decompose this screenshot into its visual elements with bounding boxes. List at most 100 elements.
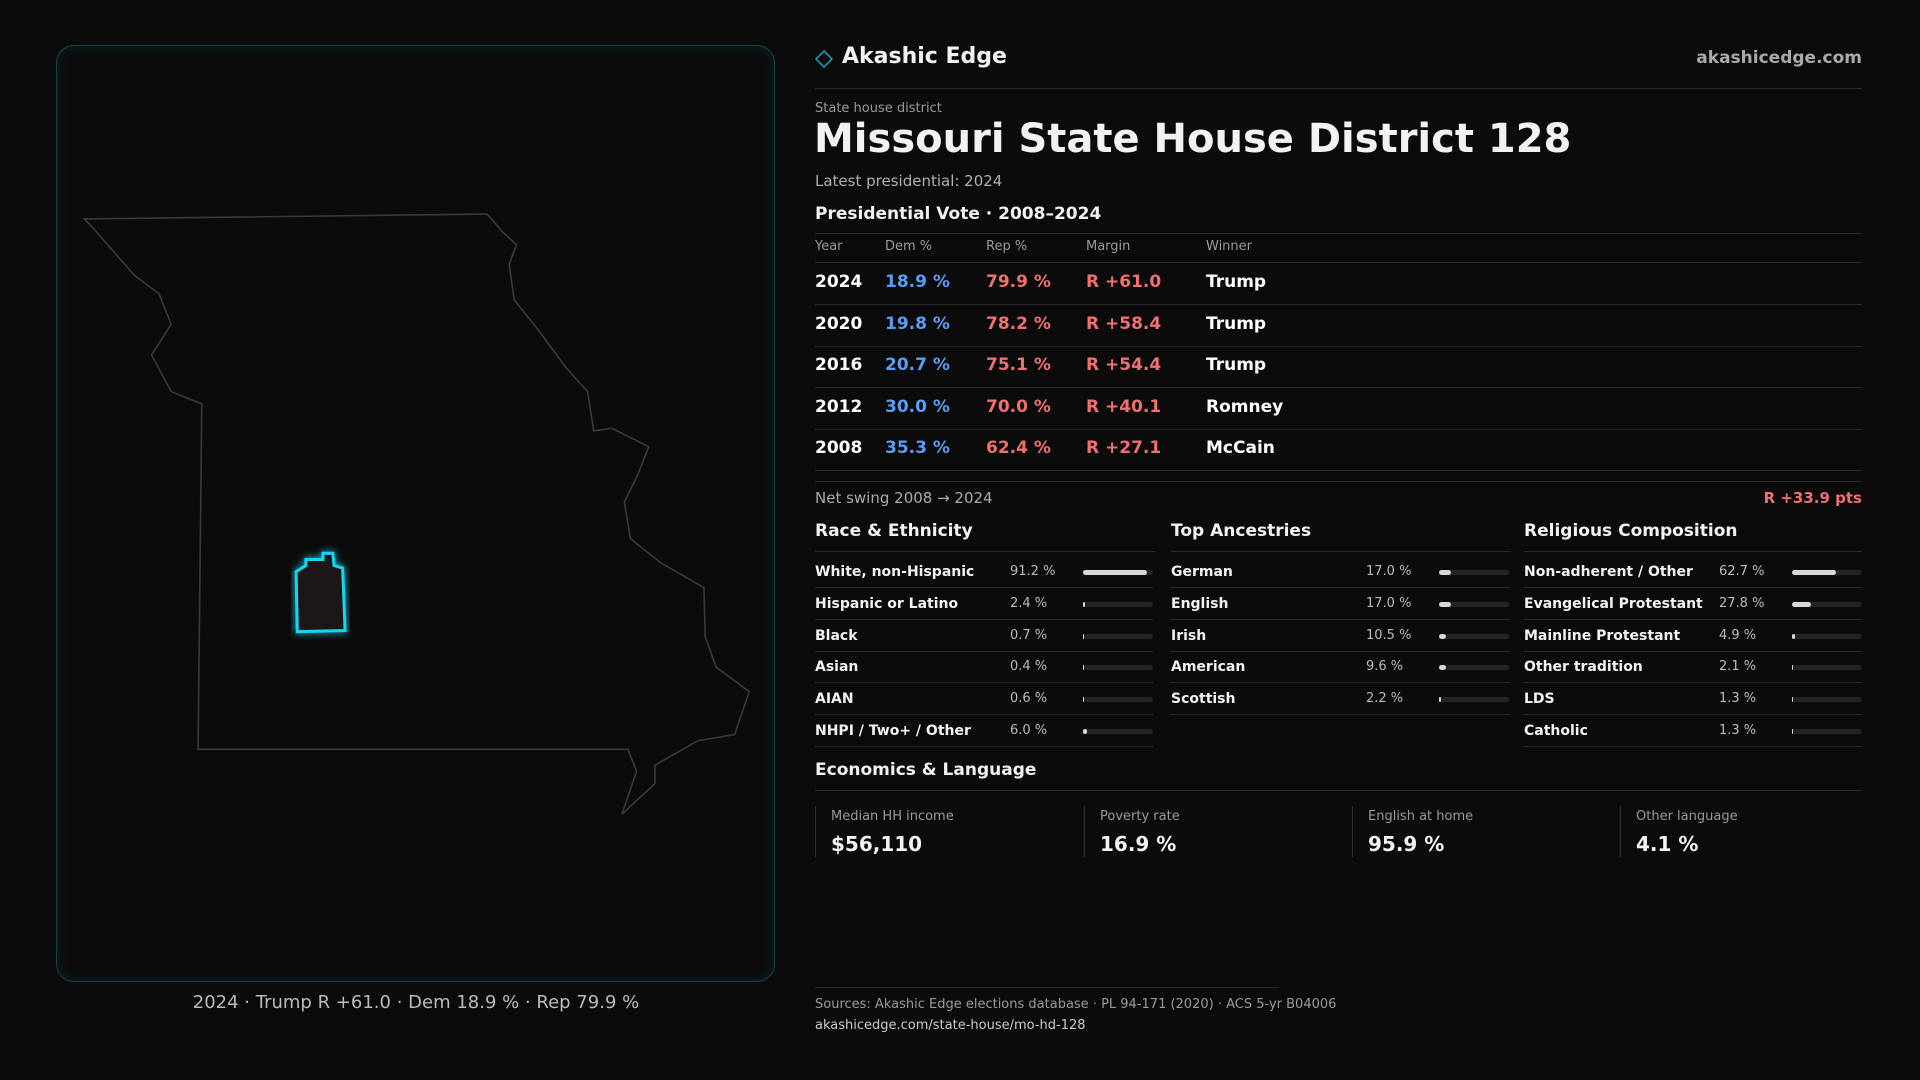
brand: Akashic Edge <box>842 44 1007 69</box>
column-header: Winner <box>1206 239 1253 254</box>
map-panel <box>56 45 775 982</box>
card-divider <box>1352 806 1353 857</box>
bar <box>1083 729 1088 734</box>
cell: R +27.1 <box>1086 438 1162 459</box>
hr <box>815 233 1862 234</box>
cell: 2008 <box>815 438 863 459</box>
bar <box>1792 633 1796 639</box>
bar-track <box>1792 697 1862 703</box>
hr <box>815 587 1153 588</box>
cell: 19.8 % <box>885 313 950 334</box>
divider <box>815 987 1279 988</box>
bar-track <box>1439 665 1509 671</box>
cell: 2016 <box>815 355 863 376</box>
item-value: 91.2 % <box>1010 564 1056 579</box>
map-caption: 2024 · Trump R +61.0 · Dem 18.9 % · Rep … <box>192 992 640 1013</box>
item-value: 17.0 % <box>1366 595 1412 611</box>
hr <box>815 304 1862 305</box>
cell: Trump <box>1206 272 1267 292</box>
cell: 30.0 % <box>885 396 950 417</box>
bar-track <box>1083 601 1153 607</box>
cell: R +54.4 <box>1086 355 1162 376</box>
state-outline <box>82 213 751 815</box>
bar-track <box>1439 633 1509 639</box>
card-label: Poverty rate <box>1100 809 1180 824</box>
cell: McCain <box>1206 438 1275 459</box>
item-value: 0.6 % <box>1010 691 1048 707</box>
item-name: Hispanic or Latino <box>815 595 959 612</box>
cell: Trump <box>1206 313 1267 334</box>
title: Missouri State House District 128 <box>814 116 1572 162</box>
item-name: LDS <box>1524 691 1555 708</box>
hr <box>815 345 1862 347</box>
hr <box>1524 746 1862 747</box>
card-divider <box>1084 806 1085 857</box>
card-divider <box>1620 806 1621 857</box>
cell: 62.4 % <box>986 438 1051 459</box>
bar <box>1439 570 1451 575</box>
item-value: 27.8 % <box>1719 595 1765 611</box>
cell: Trump <box>1206 355 1267 376</box>
item-name: German <box>1171 564 1233 580</box>
column-header: Year <box>815 239 843 254</box>
item-value: 0.7 % <box>1010 627 1048 643</box>
cell: 18.9 % <box>885 272 950 292</box>
hr <box>1524 714 1862 716</box>
table-title: Presidential Vote · 2008–2024 <box>815 204 1102 224</box>
hr <box>1524 551 1862 552</box>
subtitle: Latest presidential: 2024 <box>815 172 1003 190</box>
bar-track <box>1083 665 1153 671</box>
item-value: 10.5 % <box>1366 627 1412 643</box>
card-label: English at home <box>1368 809 1474 824</box>
hr <box>1171 618 1509 620</box>
bar-track <box>1792 601 1862 607</box>
item-value: 2.4 % <box>1010 595 1048 611</box>
card-value: 95.9 % <box>1368 832 1445 856</box>
swing-label: Net swing 2008 → 2024 <box>815 489 993 507</box>
bar <box>1792 729 1793 734</box>
column-header: Dem % <box>885 239 933 254</box>
item-name: Non-adherent / Other <box>1524 564 1693 580</box>
cell: 2012 <box>815 396 863 417</box>
item-value: 17.0 % <box>1366 564 1412 579</box>
bar-track <box>1083 633 1153 639</box>
bar <box>1792 570 1836 575</box>
hr <box>815 387 1862 389</box>
bar-track <box>1792 665 1862 671</box>
item-name: White, non-Hispanic <box>815 564 975 580</box>
hr <box>815 682 1153 684</box>
bar-track <box>1439 601 1509 607</box>
swing-value: R +33.9 pts <box>1763 489 1862 507</box>
hr <box>1524 618 1862 620</box>
district <box>294 551 347 634</box>
hr <box>1524 682 1862 684</box>
brand-icon <box>815 50 833 68</box>
bar-track <box>1439 570 1509 575</box>
item-name: Irish <box>1171 627 1207 644</box>
item-name: American <box>1171 659 1246 676</box>
cell: 35.3 % <box>885 438 950 459</box>
bar <box>1083 570 1147 575</box>
item-name: Catholic <box>1524 723 1588 739</box>
bar <box>1439 633 1447 639</box>
divider <box>815 790 1862 791</box>
sources: Sources: Akashic Edge elections database… <box>815 997 1337 1012</box>
item-value: 1.3 % <box>1719 723 1757 738</box>
cell: 20.7 % <box>885 355 950 376</box>
card-value: 16.9 % <box>1100 832 1177 856</box>
section-title: Top Ancestries <box>1171 521 1312 541</box>
hr <box>815 428 1862 430</box>
cell: R +61.0 <box>1086 272 1162 292</box>
map <box>82 213 751 815</box>
cell: 2020 <box>815 313 863 334</box>
bar-track <box>1083 729 1153 734</box>
hr <box>1171 587 1509 588</box>
section-title: Race & Ethnicity <box>815 521 973 541</box>
cell: Romney <box>1206 396 1284 417</box>
cell: 2024 <box>815 272 863 292</box>
bar <box>1439 697 1441 703</box>
hr <box>815 618 1153 620</box>
econ-title: Economics & Language <box>815 760 1037 780</box>
hr <box>1171 650 1509 652</box>
